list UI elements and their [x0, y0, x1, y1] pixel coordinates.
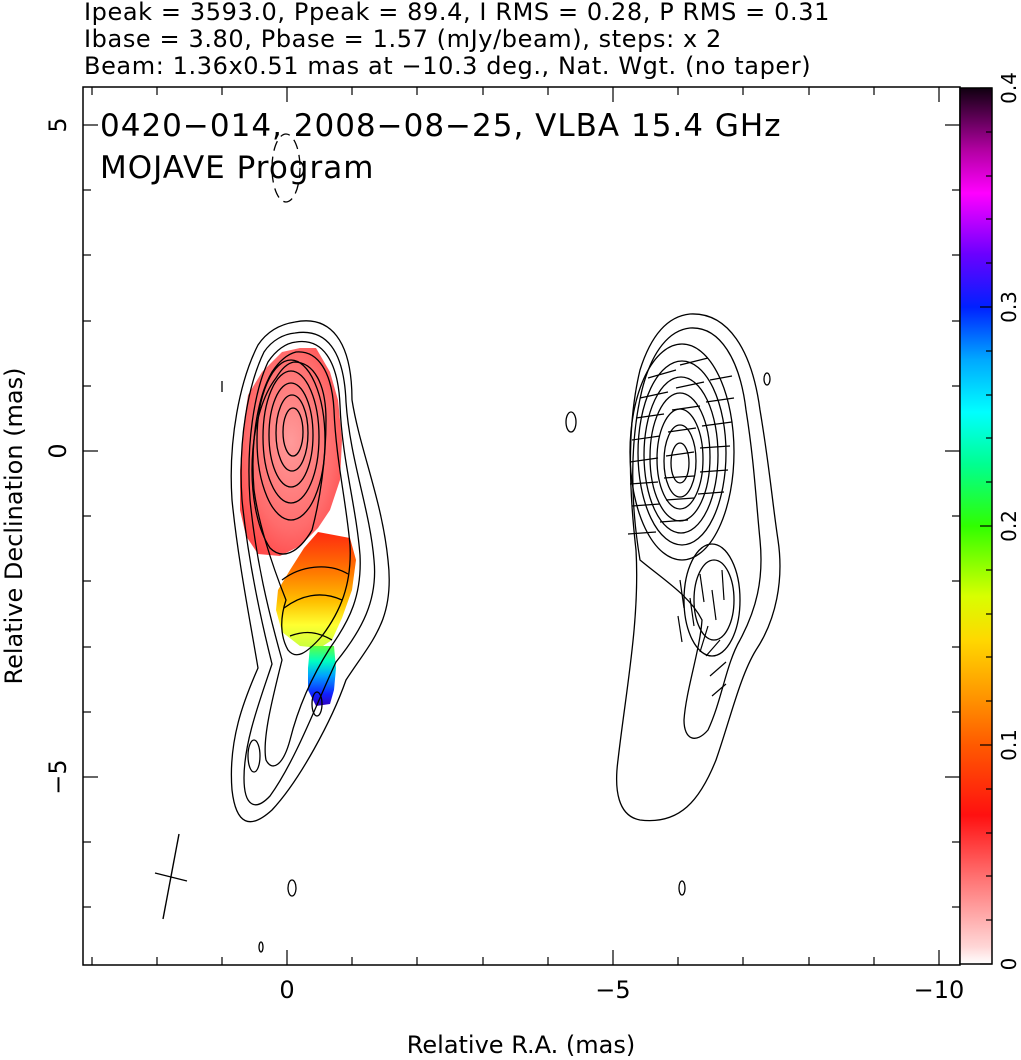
colorbar-tick-label: 0.1 — [997, 729, 1021, 761]
y-tick-label: −5 — [44, 759, 72, 794]
colorbar: 0 0.1 0.2 0.3 0.4 — [959, 72, 1021, 971]
header-line-2: Ibase = 3.80, Pbase = 1.57 (mJy/beam), s… — [84, 25, 722, 53]
core-fractional-pol-region — [240, 348, 342, 556]
y-tick-label: 0 — [44, 443, 72, 458]
plot-title-line-1: 0420−014, 2008−08−25, VLBA 15.4 GHz — [100, 108, 782, 144]
colorbar-tick-label: 0.4 — [997, 72, 1021, 104]
x-axis-label: Relative R.A. (mas) — [407, 1031, 635, 1059]
plot-frame — [82, 86, 961, 966]
colorbar-ticks — [980, 87, 992, 965]
colorbar-tick-label: 0.2 — [997, 510, 1021, 542]
colorbar-tick-label: 0.3 — [997, 291, 1021, 323]
x-tick-label: −10 — [914, 976, 965, 1004]
tail-fractional-pol-region — [308, 646, 336, 706]
polarization-map — [240, 348, 356, 706]
contours-left — [221, 133, 390, 953]
y-minor-ticks — [83, 189, 960, 908]
y-axis-label: Relative Declination (mas) — [0, 367, 28, 684]
x-tick-label: −5 — [595, 976, 630, 1004]
header-line-3: Beam: 1.36x0.51 mas at −10.3 deg., Nat. … — [84, 52, 812, 80]
beam-cross — [154, 833, 188, 920]
y-major-ticks — [83, 124, 960, 778]
axis-ticks — [83, 87, 960, 965]
plot-title-line-2: MOJAVE Program — [100, 150, 375, 186]
header-line-1: Ipeak = 3593.0, Ppeak = 89.4, I RMS = 0.… — [84, 0, 830, 26]
x-tick-label: 0 — [279, 976, 294, 1004]
evpa-vectors — [627, 357, 735, 697]
x-minor-ticks — [91, 87, 875, 965]
contours-right — [565, 313, 781, 896]
colorbar-tick-label: 0 — [997, 958, 1021, 971]
x-major-ticks — [286, 87, 940, 965]
y-tick-label: 5 — [44, 117, 72, 132]
jet-fractional-pol-region — [276, 532, 356, 648]
